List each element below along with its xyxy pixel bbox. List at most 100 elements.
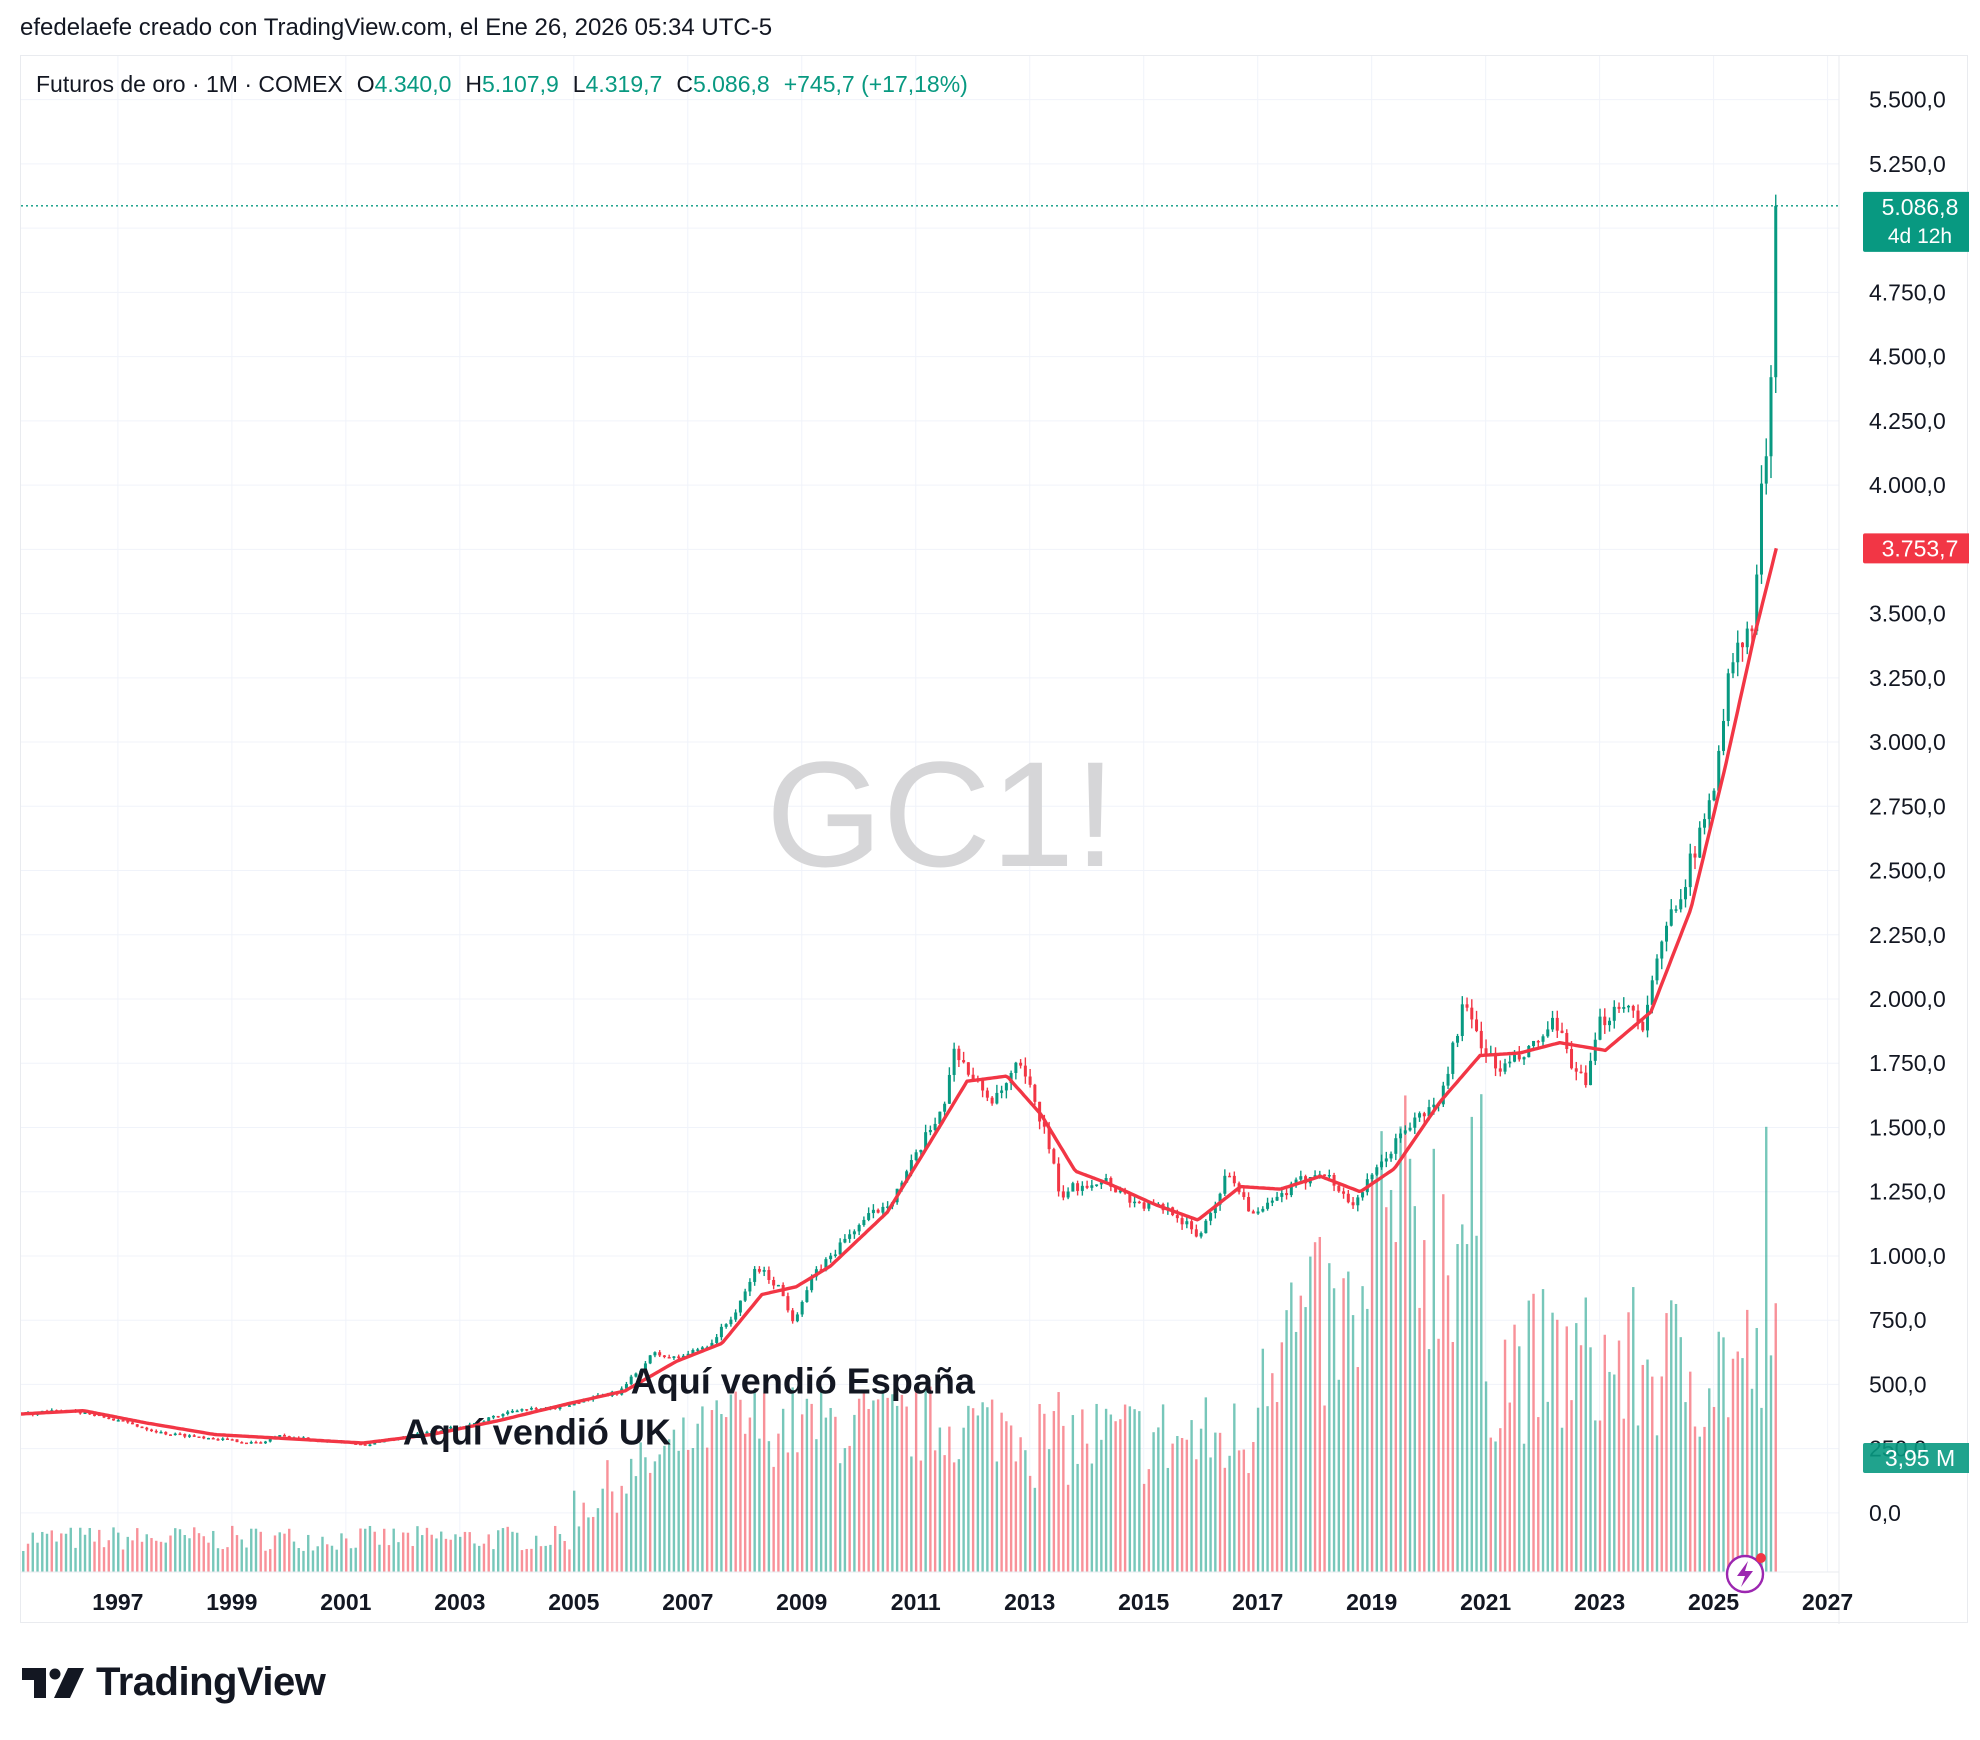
volume-bar xyxy=(178,1529,182,1572)
candle-body xyxy=(1384,1158,1388,1162)
volume-bar xyxy=(948,1426,951,1572)
volume-bar xyxy=(1299,1295,1303,1572)
candle-body xyxy=(1655,958,1659,981)
candle-body xyxy=(1199,1233,1203,1237)
candle-body xyxy=(1665,925,1669,942)
candle-body xyxy=(145,1427,149,1430)
candle-body xyxy=(962,1060,966,1063)
last-price-flag-value: 5.086,8 xyxy=(1882,194,1959,220)
volume-bar xyxy=(762,1393,766,1572)
volume-bar xyxy=(1427,1349,1431,1572)
candle-body xyxy=(1465,1004,1469,1008)
candle-body xyxy=(221,1438,225,1440)
price-tick-label: 5.500,0 xyxy=(1869,87,1946,113)
volume-bar xyxy=(321,1536,324,1572)
candle-body xyxy=(985,1090,989,1098)
candle-body xyxy=(653,1352,657,1356)
volume-bar xyxy=(1128,1406,1132,1572)
volume-bar xyxy=(867,1408,870,1572)
volume-bar xyxy=(1351,1315,1355,1572)
candle-body xyxy=(1717,750,1721,791)
volume-bar xyxy=(31,1532,34,1572)
candle-body xyxy=(924,1132,928,1150)
volume-bar xyxy=(796,1452,799,1572)
volume-bar xyxy=(843,1448,847,1572)
time-tick-label: 2027 xyxy=(1802,1589,1853,1615)
volume-bar xyxy=(1209,1457,1212,1572)
volume-bar xyxy=(1503,1339,1507,1572)
volume-bar xyxy=(800,1414,804,1572)
candle-body xyxy=(1721,720,1725,751)
candle-body xyxy=(244,1442,248,1445)
candle-body xyxy=(121,1420,125,1422)
candle-body xyxy=(1204,1220,1208,1234)
volume-bar xyxy=(107,1540,110,1572)
volume-bar xyxy=(791,1387,794,1572)
candle-body xyxy=(1142,1202,1146,1209)
volume-bar xyxy=(976,1415,980,1572)
volume-bar xyxy=(1342,1278,1345,1572)
volume-bar xyxy=(857,1398,861,1572)
volume-bar xyxy=(1038,1404,1041,1572)
candle-body xyxy=(672,1356,676,1358)
candle-body xyxy=(1275,1196,1279,1201)
candle-body xyxy=(1351,1202,1355,1206)
candle-body xyxy=(1285,1193,1289,1196)
candle-body xyxy=(1313,1175,1317,1178)
price-tick-label: 2.250,0 xyxy=(1869,922,1946,948)
candle-body xyxy=(1693,853,1697,858)
volume-bar xyxy=(1589,1347,1592,1572)
candle-body xyxy=(1432,1104,1436,1108)
candle-body xyxy=(857,1225,861,1232)
candle-body xyxy=(947,1074,951,1104)
volume-bar xyxy=(549,1544,552,1572)
volume-bar xyxy=(1532,1293,1535,1572)
candle-body xyxy=(1446,1073,1450,1086)
candle-body xyxy=(762,1270,766,1272)
volume-bar xyxy=(1095,1403,1098,1572)
time-tick-label: 2003 xyxy=(434,1589,485,1615)
volume-bar xyxy=(748,1417,752,1572)
candle-body xyxy=(1361,1192,1365,1198)
volume-bar xyxy=(1698,1436,1701,1572)
candle-body xyxy=(1147,1202,1151,1209)
volume-bar xyxy=(1085,1443,1089,1572)
volume-bar xyxy=(1138,1411,1141,1572)
volume-bar xyxy=(1598,1420,1602,1572)
candle-body xyxy=(1684,887,1688,900)
volume-bar xyxy=(121,1549,125,1572)
candle-body xyxy=(1270,1200,1274,1203)
chart-frame[interactable]: GC1! Aquí vendió España Aquí vendió UK 0,… xyxy=(20,55,1969,1624)
candle-body xyxy=(1451,1042,1455,1074)
candle-body xyxy=(1380,1161,1384,1168)
candle-body xyxy=(1484,1048,1488,1055)
volume-bar xyxy=(1009,1425,1013,1572)
volume-bar xyxy=(473,1543,476,1572)
volume-bar xyxy=(1180,1437,1184,1572)
volume-bar xyxy=(729,1394,733,1572)
candle-body xyxy=(1223,1175,1227,1194)
candle-body xyxy=(1731,662,1735,674)
chart-canvas[interactable]: GC1! Aquí vendió España Aquí vendió UK 0,… xyxy=(21,56,1969,1624)
price-tick-label: 1.750,0 xyxy=(1869,1050,1946,1076)
candle-body xyxy=(1413,1117,1417,1128)
tradingview-logo-icon xyxy=(22,1667,84,1698)
volume-bar xyxy=(1399,1126,1402,1572)
volume-bar xyxy=(311,1550,315,1572)
volume-bar xyxy=(1722,1337,1725,1572)
volume-bar xyxy=(1123,1404,1127,1572)
candle-body xyxy=(795,1314,799,1322)
volume-bar xyxy=(767,1441,771,1572)
tradingview-brand[interactable]: TradingView xyxy=(22,1660,326,1705)
candle-body xyxy=(112,1418,116,1421)
alert-bolt-icon[interactable] xyxy=(1725,1553,1766,1594)
candle-body xyxy=(1213,1204,1217,1214)
volume-bar xyxy=(64,1533,68,1572)
candle-body xyxy=(1584,1072,1588,1086)
volume-bar xyxy=(74,1547,77,1572)
volume-bar xyxy=(910,1456,913,1572)
candle-body xyxy=(1114,1186,1118,1193)
volume-bar xyxy=(1033,1487,1037,1572)
candle-body xyxy=(686,1353,690,1356)
volume-bar xyxy=(933,1450,937,1572)
